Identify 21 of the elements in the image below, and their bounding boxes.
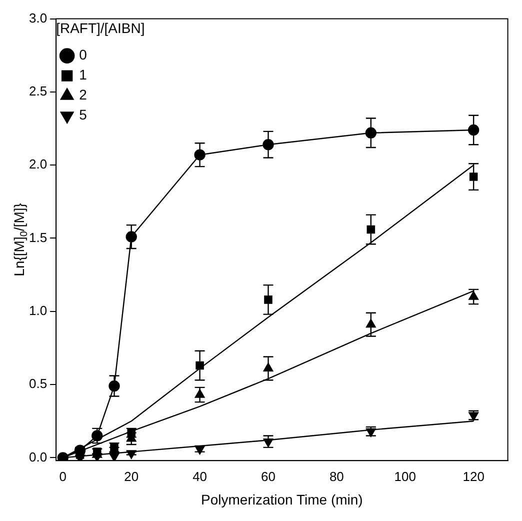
- x-tick-label: 100: [394, 468, 416, 484]
- legend-title: [RAFT]/[AIBN]: [56, 20, 145, 36]
- y-tick-label: 2.5: [28, 84, 48, 99]
- y-tick-label: 0.0: [28, 449, 48, 464]
- legend-label: 5: [79, 106, 88, 123]
- x-tick-label: 40: [192, 468, 208, 484]
- x-tick-label: 20: [124, 468, 139, 484]
- y-tick-label: 1.5: [28, 230, 48, 245]
- y-tick-label: 1.0: [28, 302, 48, 318]
- y-tick-label: 3.0: [28, 10, 48, 26]
- x-tick-label: 80: [329, 468, 344, 484]
- legend-label: 2: [79, 86, 88, 103]
- y-axis-title: Ln{[M]0/[M]}: [10, 202, 30, 276]
- x-axis-title: Polymerization Time (min): [201, 491, 363, 508]
- x-tick-label: 120: [462, 468, 484, 484]
- legend-label: 0: [79, 46, 88, 63]
- x-tick-label: 0: [59, 468, 67, 484]
- legend-label: 1: [79, 66, 88, 83]
- y-tick-label: 2.0: [28, 156, 48, 172]
- x-tick-label: 60: [261, 468, 276, 484]
- y-tick-label: 0.5: [28, 376, 48, 392]
